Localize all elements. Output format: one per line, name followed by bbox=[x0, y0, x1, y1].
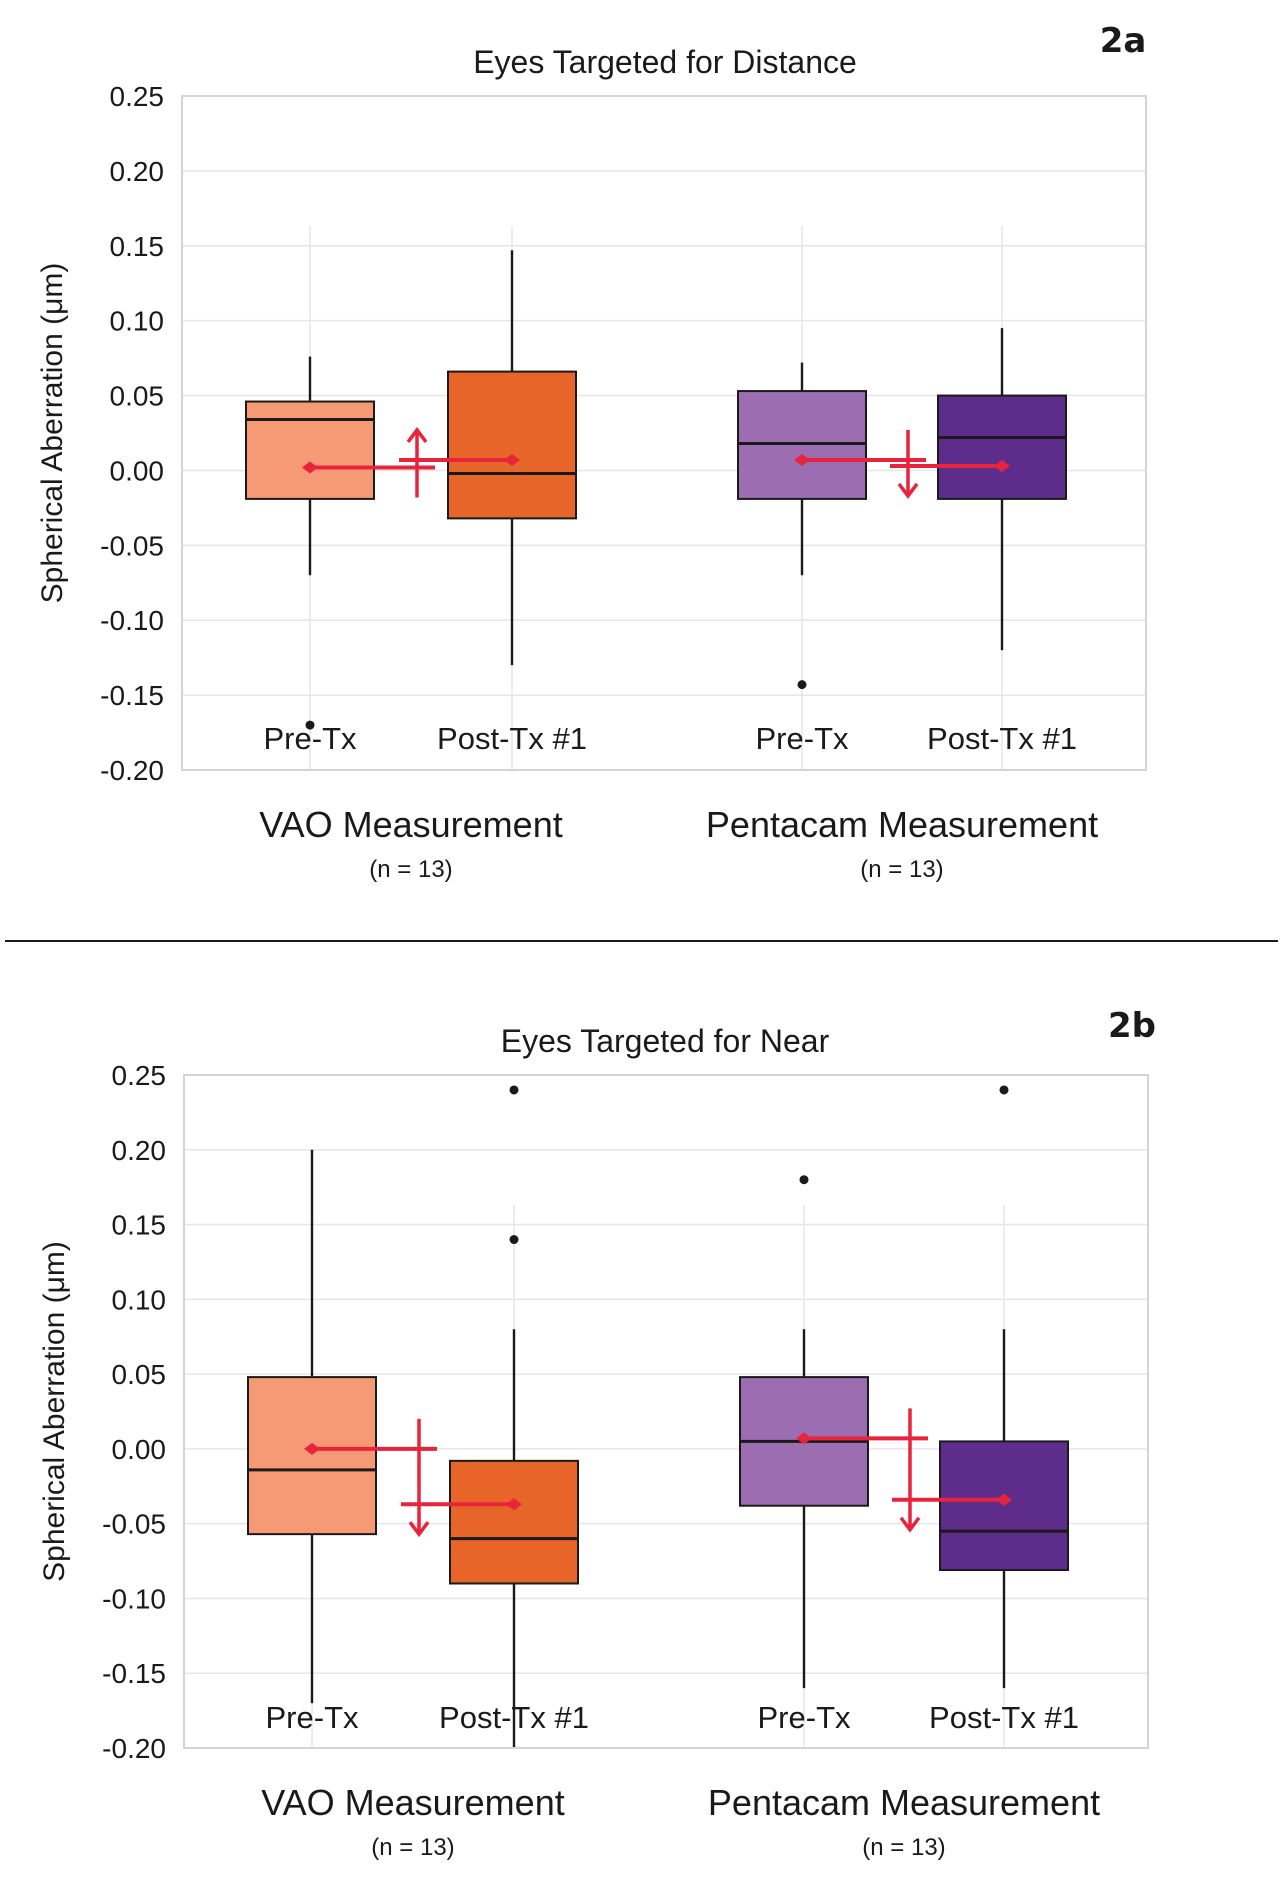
y-tick-label: 0.00 bbox=[112, 1434, 167, 1465]
outlier-point bbox=[509, 1085, 519, 1095]
y-tick-label: 0.15 bbox=[112, 1210, 167, 1241]
y-axis-label: Spherical Aberration (μm) bbox=[38, 1241, 71, 1582]
group-label: VAO Measurement bbox=[259, 804, 562, 845]
plot-frame bbox=[183, 1074, 1149, 1749]
panel-2b: Eyes Targeted for Near 2b 0.25 0.20 0.15 0.10… bbox=[38, 1006, 1156, 1861]
mean-change-1 bbox=[304, 1418, 522, 1538]
y-tick-label: -0.05 bbox=[100, 530, 164, 561]
outlier-point bbox=[305, 720, 315, 730]
box-2 bbox=[449, 1085, 579, 1748]
y-tick-label: -0.20 bbox=[100, 755, 164, 786]
change-arrow-head bbox=[406, 427, 428, 444]
category-label: Pre-Tx bbox=[266, 1700, 360, 1735]
outlier-point bbox=[999, 1085, 1009, 1095]
iqr-box bbox=[447, 370, 577, 520]
plot-frame bbox=[181, 95, 1147, 771]
change-arrow-head bbox=[408, 1521, 430, 1538]
y-tick-label: 0.20 bbox=[112, 1135, 167, 1166]
group-label: Pentacam Measurement bbox=[706, 804, 1098, 845]
category-label: Pre-Tx bbox=[758, 1700, 852, 1735]
y-tick-label: -0.05 bbox=[102, 1509, 166, 1540]
y-tick-label: -0.15 bbox=[102, 1658, 166, 1689]
y-tick-label: 0.10 bbox=[112, 1284, 167, 1315]
box-1 bbox=[247, 1149, 377, 1704]
group-n-label: (n = 13) bbox=[860, 856, 943, 883]
y-tick-label: 0.00 bbox=[110, 455, 165, 486]
y-tick-label: 0.05 bbox=[112, 1359, 167, 1390]
mean-change-1 bbox=[302, 427, 520, 498]
post-mean-marker bbox=[504, 453, 520, 466]
y-tick-label: -0.10 bbox=[100, 605, 164, 636]
y-tick-label: -0.15 bbox=[100, 680, 164, 711]
post-mean-marker bbox=[996, 1493, 1012, 1506]
box-3 bbox=[737, 362, 867, 690]
box-4 bbox=[937, 328, 1067, 651]
iqr-box bbox=[449, 1459, 579, 1585]
y-axis-label: Spherical Aberration (μm) bbox=[36, 263, 69, 604]
iqr-box bbox=[937, 394, 1067, 500]
iqr-box bbox=[247, 1376, 377, 1536]
y-tick-label: 0.15 bbox=[110, 231, 165, 262]
chart-title: Eyes Targeted for Distance bbox=[473, 44, 857, 80]
category-label: Pre-Tx bbox=[756, 721, 850, 756]
box-2 bbox=[447, 250, 577, 666]
group-label: Pentacam Measurement bbox=[708, 1782, 1100, 1823]
pre-mean-marker bbox=[794, 453, 810, 466]
post-mean-marker bbox=[994, 459, 1010, 472]
category-label: Post-Tx #1 bbox=[439, 1700, 589, 1735]
y-tick-label: 0.20 bbox=[110, 156, 165, 187]
category-label: Post-Tx #1 bbox=[437, 721, 587, 756]
chart-title: Eyes Targeted for Near bbox=[501, 1023, 830, 1059]
group-label: VAO Measurement bbox=[261, 1782, 564, 1823]
panel-label: 2b bbox=[1108, 1006, 1156, 1046]
group-n-label: (n = 13) bbox=[862, 1834, 945, 1861]
change-arrow-head bbox=[897, 482, 919, 499]
outlier-point bbox=[797, 680, 807, 690]
y-tick-label: 0.25 bbox=[112, 1060, 167, 1091]
category-label: Post-Tx #1 bbox=[929, 1700, 1079, 1735]
panel-2a: Eyes Targeted for Distance 2a 0.25 0.20 0.15… bbox=[36, 21, 1147, 883]
pre-mean-marker bbox=[796, 1432, 812, 1445]
outlier-point bbox=[799, 1175, 809, 1185]
y-tick-label: -0.20 bbox=[102, 1733, 166, 1764]
post-mean-marker bbox=[506, 1498, 522, 1511]
box-1 bbox=[245, 356, 375, 730]
iqr-box bbox=[245, 400, 375, 500]
y-tick-label: 0.05 bbox=[110, 381, 165, 412]
change-arrow-head bbox=[899, 1516, 921, 1533]
group-n-label: (n = 13) bbox=[371, 1834, 454, 1861]
group-n-label: (n = 13) bbox=[369, 856, 452, 883]
category-label: Pre-Tx bbox=[264, 721, 358, 756]
y-tick-label: 0.25 bbox=[110, 81, 165, 112]
outlier-point bbox=[509, 1235, 519, 1245]
pre-mean-marker bbox=[302, 461, 318, 474]
mean-change-2 bbox=[794, 429, 1010, 499]
y-tick-label: 0.10 bbox=[110, 306, 165, 337]
pre-mean-marker bbox=[304, 1442, 320, 1455]
mean-change-2 bbox=[796, 1408, 1012, 1533]
panel-label: 2a bbox=[1100, 21, 1147, 61]
y-tick-label: -0.10 bbox=[102, 1583, 166, 1614]
category-label: Post-Tx #1 bbox=[927, 721, 1077, 756]
